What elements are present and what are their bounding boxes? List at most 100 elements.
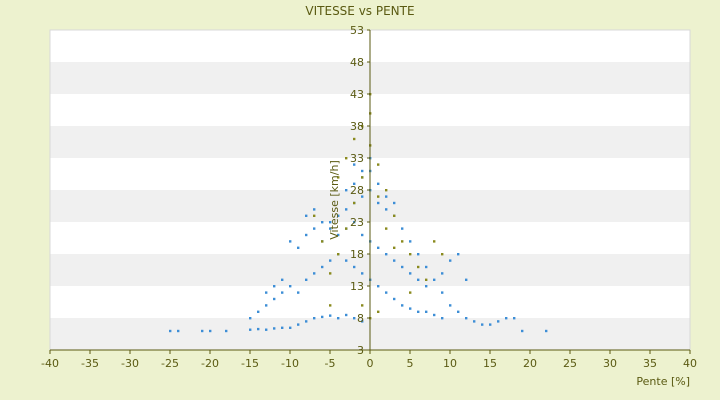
data-point <box>441 272 444 275</box>
data-point <box>289 326 292 329</box>
data-point <box>257 327 260 331</box>
y-tick-label: 28 <box>350 184 364 197</box>
x-tick-label: 30 <box>603 357 617 370</box>
data-point <box>329 304 332 307</box>
data-point <box>361 233 364 237</box>
data-point <box>313 272 316 275</box>
data-point <box>321 221 324 224</box>
y-tick-label: 38 <box>350 120 364 133</box>
x-tick-label: -25 <box>161 357 179 370</box>
data-point <box>441 291 444 294</box>
data-point <box>353 265 356 269</box>
data-point <box>321 240 324 243</box>
x-tick-label: 15 <box>483 357 497 370</box>
data-point <box>441 253 444 256</box>
x-tick-label: -35 <box>81 357 99 370</box>
data-point <box>385 208 388 211</box>
data-point <box>305 214 308 217</box>
data-point <box>297 246 300 249</box>
x-tick-label: 20 <box>523 357 537 370</box>
data-point <box>393 201 396 205</box>
x-tick-label: 10 <box>443 357 457 370</box>
data-point <box>177 329 180 333</box>
data-point <box>409 307 412 310</box>
data-point <box>385 253 388 256</box>
data-point <box>345 227 348 230</box>
x-tick-label: -10 <box>281 357 299 370</box>
data-point <box>249 317 252 320</box>
data-point <box>385 195 388 198</box>
data-point <box>409 253 412 256</box>
x-tick-label: -30 <box>121 357 139 370</box>
data-point <box>361 195 364 198</box>
data-point <box>353 163 356 166</box>
data-point <box>353 137 356 141</box>
x-tick-label: 25 <box>563 357 577 370</box>
data-point <box>521 329 524 333</box>
data-point <box>433 313 436 317</box>
data-point <box>313 227 316 230</box>
data-point <box>273 327 276 330</box>
y-axis-title: Vitesse [km/h] <box>328 160 341 240</box>
data-point <box>449 259 452 262</box>
data-point <box>377 310 380 313</box>
data-point <box>417 253 420 256</box>
data-point <box>265 328 268 331</box>
data-point <box>449 304 452 307</box>
data-point <box>505 317 508 320</box>
data-point <box>417 310 420 313</box>
data-point <box>473 320 476 323</box>
data-point <box>353 201 356 205</box>
data-point <box>513 317 516 320</box>
data-point <box>337 317 340 320</box>
data-point <box>353 221 356 224</box>
data-point <box>425 310 428 313</box>
data-point <box>377 195 380 198</box>
data-point <box>385 227 388 230</box>
data-point <box>393 259 396 262</box>
data-point <box>385 189 388 192</box>
data-point <box>441 317 444 320</box>
data-point <box>201 329 204 333</box>
data-point <box>281 278 284 281</box>
data-point <box>489 323 492 326</box>
data-point <box>329 227 332 230</box>
data-point <box>457 253 460 256</box>
data-point <box>329 259 332 262</box>
axes: -40 -35 -30 -25 -20 -15 -10 -5 0 5 10 15 20 25 30 35 40 3… <box>41 24 697 370</box>
y-tick-label: 18 <box>350 248 364 261</box>
data-point <box>305 320 308 323</box>
data-point <box>273 297 276 301</box>
data-point <box>425 285 428 288</box>
y-tick-label: 3 <box>357 344 364 357</box>
data-point <box>465 278 468 281</box>
data-point <box>377 285 380 288</box>
data-point <box>401 240 404 243</box>
data-point <box>401 227 404 230</box>
data-point <box>393 297 396 301</box>
data-point <box>209 329 212 333</box>
x-tick-label: -40 <box>41 357 59 370</box>
data-point <box>361 125 364 128</box>
data-point <box>425 265 428 269</box>
data-point <box>305 233 308 237</box>
x-tick-label: -20 <box>201 357 219 370</box>
data-point <box>313 208 316 211</box>
data-point <box>265 304 268 307</box>
data-point <box>337 176 340 179</box>
data-point <box>393 246 396 249</box>
data-point <box>297 323 300 326</box>
x-tick-label: 35 <box>643 357 657 370</box>
data-point <box>401 304 404 307</box>
data-point <box>289 285 292 288</box>
data-point <box>345 259 348 262</box>
x-tick-label: 5 <box>407 357 414 370</box>
data-point <box>345 189 348 192</box>
data-point <box>353 182 356 185</box>
data-point <box>433 278 436 281</box>
y-tick-label: 8 <box>357 312 364 325</box>
data-point <box>377 201 380 205</box>
data-point <box>433 240 436 243</box>
data-point <box>361 320 364 323</box>
